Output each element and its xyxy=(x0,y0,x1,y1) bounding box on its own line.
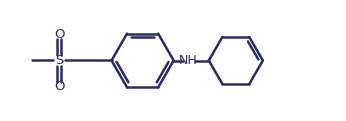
Text: S: S xyxy=(55,54,63,67)
Text: O: O xyxy=(54,80,64,93)
Text: NH: NH xyxy=(179,54,197,67)
Text: O: O xyxy=(54,28,64,41)
